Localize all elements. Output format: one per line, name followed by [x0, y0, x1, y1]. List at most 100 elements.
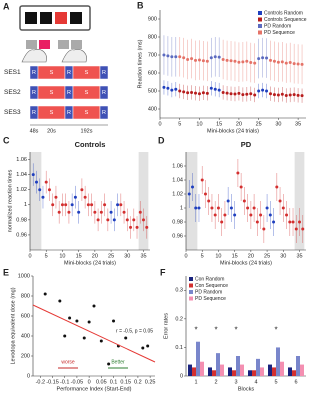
data-point: [252, 206, 256, 210]
y-tick-label: 700: [148, 52, 157, 58]
data-point: [43, 292, 47, 296]
data-point: [178, 55, 182, 59]
data-point: [54, 195, 58, 199]
data-point: [221, 90, 225, 94]
hand: [61, 49, 87, 63]
data-point: [268, 92, 272, 96]
block-label: S: [85, 70, 89, 76]
data-point: [70, 203, 74, 207]
bar: [272, 367, 276, 376]
panel-label: F: [160, 267, 166, 277]
shaded-region: [186, 152, 198, 250]
data-point: [275, 185, 279, 189]
block-label: R: [67, 110, 71, 116]
x-tick-label: -0.05: [71, 379, 84, 385]
data-point: [182, 90, 186, 94]
legend-label: Con Sequence: [195, 283, 228, 289]
data-point: [265, 89, 269, 93]
bar: [292, 370, 296, 376]
legend-label: Con Random: [195, 276, 224, 282]
x-tick-label: -0.2: [36, 379, 45, 385]
block-label: R: [32, 90, 36, 96]
panel-label: D: [158, 135, 165, 145]
duration-label: 20s: [47, 128, 56, 134]
data-point: [51, 203, 55, 207]
data-point: [109, 210, 113, 214]
block-label: S: [85, 110, 89, 116]
data-point: [68, 316, 72, 320]
bar: [240, 364, 244, 376]
stimulus: [40, 12, 52, 24]
data-point: [197, 206, 201, 210]
data-point: [259, 213, 263, 217]
data-point: [272, 59, 276, 63]
y-tick-label: 900: [148, 16, 157, 22]
bar: [248, 370, 252, 376]
bar: [256, 358, 260, 376]
figure: A SES1 R S R S R SES2 R S R S R SES3 R S R S R 48s 20s 192s B…: [3, 0, 307, 392]
data-point: [83, 195, 87, 199]
data-point: [57, 210, 61, 214]
data-point: [194, 91, 198, 95]
data-point: [265, 206, 269, 210]
data-point: [242, 199, 246, 203]
data-point: [262, 227, 266, 231]
bar: [260, 367, 264, 376]
data-point: [41, 195, 45, 199]
data-point: [278, 199, 282, 203]
x-tick-label: 15: [232, 253, 238, 259]
block-label: R: [32, 110, 36, 116]
data-point: [226, 199, 230, 203]
block-label: R: [32, 70, 36, 76]
x-tick-label: -0.1: [60, 379, 69, 385]
data-point: [162, 53, 166, 57]
data-point: [63, 334, 67, 338]
data-point: [73, 195, 77, 199]
significance-mark: *: [214, 325, 217, 334]
data-point: [225, 58, 229, 62]
bar: [252, 370, 256, 376]
block-label: S: [50, 90, 54, 96]
data-point: [280, 60, 284, 64]
key: [26, 40, 37, 49]
data-point: [255, 220, 259, 224]
data-point: [44, 180, 48, 184]
bar: [208, 367, 212, 376]
data-point: [217, 88, 221, 92]
y-tick-label: 500: [148, 88, 157, 94]
x-tick-label: 35: [295, 121, 301, 127]
x-tick-label: 20: [236, 121, 242, 127]
y-axis-label: Levodopa equivalent dose (mg): [10, 287, 16, 364]
data-point: [166, 86, 170, 90]
y-tick-label: 1: [180, 205, 183, 211]
data-point: [75, 319, 79, 323]
y-tick-label: 200: [21, 353, 30, 359]
session-label: SES2: [4, 89, 21, 96]
data-point: [246, 206, 250, 210]
data-point: [203, 192, 207, 196]
y-tick-label: 400: [21, 333, 30, 339]
x-tick-label: 5: [178, 121, 181, 127]
data-point: [86, 203, 90, 207]
significance-mark: *: [194, 325, 197, 334]
legend-swatch: [258, 11, 262, 15]
data-point: [245, 92, 249, 96]
key: [39, 40, 50, 49]
data-point: [236, 171, 240, 175]
duration-label: 192s: [81, 128, 93, 134]
x-tick-label: 0: [184, 253, 187, 259]
data-point: [229, 206, 233, 210]
legend-label: PD Random: [264, 23, 291, 29]
data-point: [38, 188, 42, 192]
data-point: [281, 206, 285, 210]
panel-label: A: [3, 1, 10, 11]
data-point: [190, 57, 194, 61]
bar: [200, 361, 204, 376]
data-point: [34, 180, 38, 184]
data-point: [166, 54, 170, 58]
data-point: [237, 60, 241, 64]
x-tick-label: 15: [76, 253, 82, 259]
legend-swatch: [258, 24, 262, 28]
shaded-region: [294, 152, 305, 250]
block: [99, 65, 109, 80]
